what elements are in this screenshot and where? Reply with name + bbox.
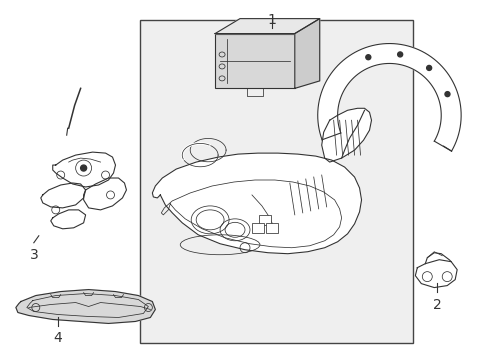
Polygon shape bbox=[321, 108, 371, 162]
Polygon shape bbox=[294, 19, 319, 88]
Circle shape bbox=[397, 52, 402, 57]
Text: 3: 3 bbox=[29, 248, 38, 262]
Circle shape bbox=[365, 55, 370, 60]
Polygon shape bbox=[41, 183, 85, 208]
Circle shape bbox=[426, 66, 431, 71]
Text: 1: 1 bbox=[267, 13, 276, 27]
Polygon shape bbox=[317, 44, 460, 151]
Polygon shape bbox=[152, 153, 361, 254]
Bar bbox=[265, 223, 277, 233]
Polygon shape bbox=[83, 178, 126, 210]
Polygon shape bbox=[16, 289, 155, 323]
Bar bbox=[140, 21, 412, 343]
Bar bbox=[259, 215, 270, 225]
Polygon shape bbox=[215, 19, 319, 33]
Bar bbox=[215, 33, 294, 88]
Text: 2: 2 bbox=[432, 298, 441, 311]
Polygon shape bbox=[51, 210, 85, 229]
Bar bbox=[251, 223, 264, 233]
Polygon shape bbox=[414, 260, 456, 288]
Circle shape bbox=[444, 92, 449, 96]
Text: 4: 4 bbox=[53, 332, 62, 345]
Polygon shape bbox=[53, 152, 115, 187]
Circle shape bbox=[81, 165, 86, 171]
